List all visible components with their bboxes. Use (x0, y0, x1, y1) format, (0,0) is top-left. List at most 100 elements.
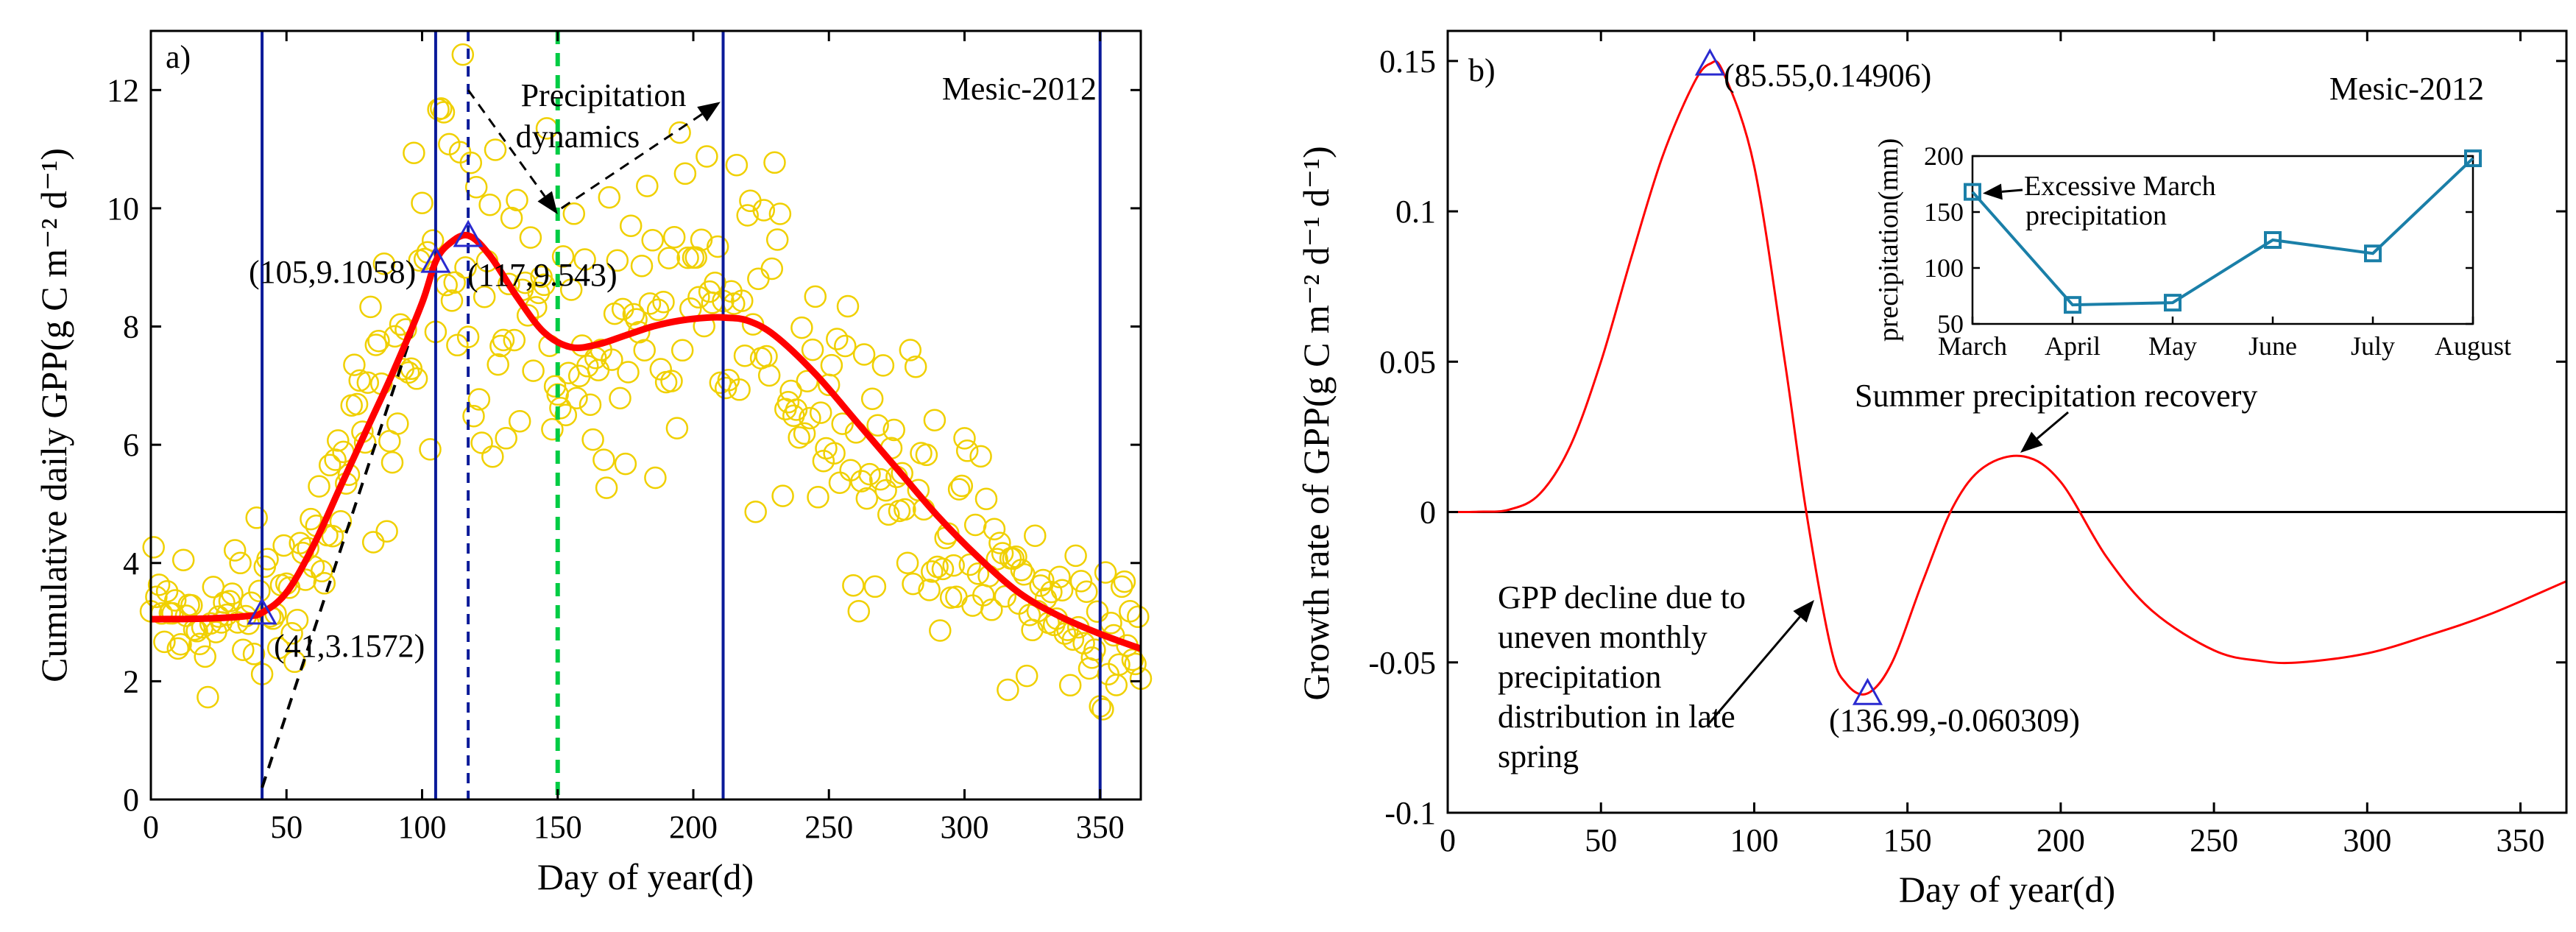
scatter-point (799, 406, 821, 430)
inset-precip-line (1971, 157, 2474, 307)
scatter-point (1094, 561, 1117, 584)
site-label: Mesic-2012 (2329, 71, 2484, 107)
y-axis-label: Growth rate of GPP(g C m⁻² d⁻¹ d⁻¹) (1295, 146, 1337, 700)
inset-arrow (2001, 188, 2023, 193)
scatter-point (796, 370, 819, 392)
scatter-point (852, 343, 876, 366)
inset-x-tick-label: July (2351, 331, 2395, 361)
scatter-point (454, 256, 477, 279)
scatter-point (823, 442, 846, 465)
annotation-arrows (1706, 411, 2069, 726)
vertical-lines (261, 31, 1102, 799)
scatter-point (313, 572, 336, 595)
scatter-point (918, 579, 941, 601)
plot-frame (149, 29, 1142, 801)
scatter-point (462, 404, 485, 428)
scatter-point (868, 467, 892, 491)
scatter-point (765, 228, 789, 251)
scatter-point (974, 487, 998, 510)
scatter-point (419, 438, 442, 461)
scatter-point (473, 285, 496, 308)
scatter-point (142, 536, 165, 559)
y-tick-label: -0.05 (1368, 645, 1436, 681)
scatter-point (752, 199, 776, 222)
scatter-point (673, 162, 697, 186)
scatter-point (788, 426, 810, 449)
scatter-point (641, 229, 664, 252)
marker-label-max: (85.55,0.14906) (1724, 57, 1931, 93)
x-tick-label: 50 (1585, 822, 1617, 858)
scatter-point (1010, 558, 1033, 582)
inset-x-tick-label: April (2045, 331, 2101, 361)
scatter-point (356, 371, 380, 394)
scatter-point (1048, 565, 1071, 589)
scatter-point (232, 638, 255, 661)
inset-frame (1971, 155, 2474, 325)
scatter-point (947, 478, 971, 501)
scatter-point (728, 378, 751, 401)
panel-tag: a) (166, 39, 191, 75)
scatter-point (456, 325, 480, 348)
triangle-marker (247, 597, 277, 625)
scatter-point (763, 151, 786, 174)
inset-x-tick-label: August (2435, 331, 2511, 361)
scatter-point (731, 289, 754, 312)
scatter-point (481, 445, 504, 468)
annotation-line-1: Precipitation (521, 77, 687, 113)
scatter-point (147, 573, 171, 596)
scatter-point (966, 562, 990, 585)
scatter-point (321, 524, 344, 548)
decline-arrow (1706, 600, 1814, 726)
summer-annotation: Summer precipitation recovery (1855, 378, 2257, 414)
scatter-point (863, 575, 887, 599)
scatter-point (421, 229, 445, 252)
scatter-point (240, 591, 263, 614)
scatter-point (1002, 547, 1025, 570)
scatter-point (245, 506, 268, 529)
scatter-point (375, 520, 398, 543)
triangle-marker (1852, 677, 1883, 705)
annotation-line-2: dynamics (516, 119, 640, 155)
scatter-point (1124, 652, 1147, 676)
x-tick-label: 200 (669, 809, 718, 845)
scatter-point (736, 204, 759, 227)
inset-y-tick-label: 50 (1937, 309, 1964, 339)
scatter-point (860, 387, 884, 410)
scatter-point (280, 622, 303, 645)
scatter-point (549, 397, 572, 420)
scatter-point (327, 429, 350, 452)
scatter-point (300, 507, 322, 531)
x-tick-label: 300 (940, 809, 988, 845)
scatter-point (687, 286, 710, 309)
scatter-point (1121, 648, 1144, 671)
scatter-point (506, 188, 528, 212)
scatter-point (381, 451, 404, 474)
panel-b: 0 50 100 150 200 250 300 350 -0.1-0.0500.050.10… (1295, 29, 2568, 910)
scatter-point (202, 576, 225, 599)
x-tick-label: 200 (2037, 822, 2085, 858)
x-tick-label: 350 (2497, 822, 2545, 858)
scatter-point (163, 589, 187, 612)
summer-arrow (2020, 411, 2069, 453)
scatter-point (755, 345, 778, 368)
scatter-point (986, 548, 1008, 571)
y-tick-label: 0 (123, 782, 139, 818)
scatter-point (1127, 605, 1150, 629)
decline-line-2: uneven monthly (1498, 619, 1708, 655)
scatter-point (931, 557, 955, 581)
scatter-point (660, 370, 683, 392)
decline-line-5: spring (1498, 738, 1579, 774)
scatter-point (847, 599, 871, 623)
x-tick-label: 50 (270, 809, 302, 845)
scatter-point (1091, 698, 1114, 721)
scatter-point (809, 401, 832, 424)
scatter-point (500, 206, 523, 230)
scatter-point (882, 418, 905, 442)
scatter-point (1021, 618, 1044, 642)
growth-rate-curve (1447, 60, 2567, 696)
triangle-marker (453, 219, 484, 247)
scatter-point (649, 358, 673, 381)
scatter-point (464, 175, 488, 199)
scatter-point (256, 548, 279, 571)
x-tick-label: 150 (1883, 822, 1932, 858)
